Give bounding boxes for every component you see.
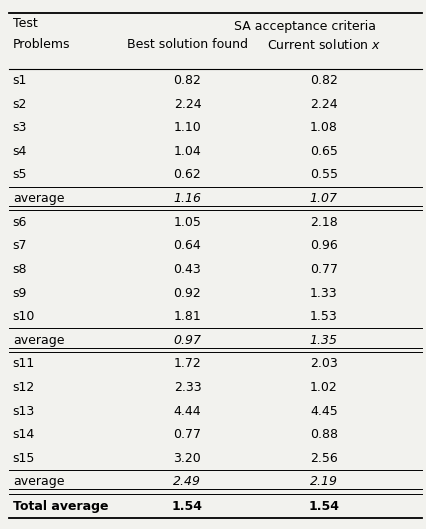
Text: 2.33: 2.33	[174, 381, 201, 394]
Text: 2.19: 2.19	[310, 476, 338, 488]
Text: 0.96: 0.96	[310, 239, 338, 252]
Text: 1.54: 1.54	[172, 499, 203, 513]
Text: 1.35: 1.35	[310, 334, 338, 346]
Text: 2.24: 2.24	[310, 98, 337, 111]
Text: s10: s10	[13, 310, 35, 323]
Text: 1.02: 1.02	[310, 381, 338, 394]
Text: 0.92: 0.92	[173, 287, 201, 299]
Text: 0.62: 0.62	[173, 169, 201, 181]
Text: 4.44: 4.44	[174, 405, 201, 417]
Text: Problems: Problems	[13, 39, 70, 51]
Text: 0.82: 0.82	[173, 74, 201, 87]
Text: 0.88: 0.88	[310, 428, 338, 441]
Text: 4.45: 4.45	[310, 405, 338, 417]
Text: s3: s3	[13, 121, 27, 134]
Text: 1.05: 1.05	[173, 216, 201, 229]
Text: s4: s4	[13, 145, 27, 158]
Text: 1.08: 1.08	[310, 121, 338, 134]
Text: 0.65: 0.65	[310, 145, 338, 158]
Text: s7: s7	[13, 239, 27, 252]
Text: average: average	[13, 476, 64, 488]
Text: 2.49: 2.49	[173, 476, 201, 488]
Text: Current solution $\mathit{x}$: Current solution $\mathit{x}$	[267, 38, 381, 52]
Text: 1.53: 1.53	[310, 310, 338, 323]
Text: s12: s12	[13, 381, 35, 394]
Text: 0.82: 0.82	[310, 74, 338, 87]
Text: s9: s9	[13, 287, 27, 299]
Text: 0.77: 0.77	[173, 428, 201, 441]
Text: 2.03: 2.03	[310, 357, 338, 370]
Text: Total average: Total average	[13, 499, 108, 513]
Text: Best solution found: Best solution found	[127, 39, 248, 51]
Text: s6: s6	[13, 216, 27, 229]
Text: 0.55: 0.55	[310, 169, 338, 181]
Text: s15: s15	[13, 452, 35, 465]
Text: 2.24: 2.24	[174, 98, 201, 111]
Text: average: average	[13, 334, 64, 346]
Text: 1.04: 1.04	[173, 145, 201, 158]
Text: 1.72: 1.72	[173, 357, 201, 370]
Text: s11: s11	[13, 357, 35, 370]
Text: 2.18: 2.18	[310, 216, 338, 229]
Text: 2.56: 2.56	[310, 452, 338, 465]
Text: 1.07: 1.07	[310, 192, 338, 205]
Text: s1: s1	[13, 74, 27, 87]
Text: 1.54: 1.54	[308, 499, 339, 513]
Text: SA acceptance criteria: SA acceptance criteria	[233, 20, 376, 33]
Text: 0.43: 0.43	[173, 263, 201, 276]
Text: s5: s5	[13, 169, 27, 181]
Text: 1.33: 1.33	[310, 287, 337, 299]
Text: 3.20: 3.20	[173, 452, 201, 465]
Text: average: average	[13, 192, 64, 205]
Text: s8: s8	[13, 263, 27, 276]
Text: 0.64: 0.64	[173, 239, 201, 252]
Text: s13: s13	[13, 405, 35, 417]
Text: 1.10: 1.10	[173, 121, 201, 134]
Text: 1.16: 1.16	[173, 192, 201, 205]
Text: s2: s2	[13, 98, 27, 111]
Text: 0.97: 0.97	[173, 334, 201, 346]
Text: s14: s14	[13, 428, 35, 441]
Text: 1.81: 1.81	[173, 310, 201, 323]
Text: Test: Test	[13, 17, 37, 30]
Text: 0.77: 0.77	[310, 263, 338, 276]
